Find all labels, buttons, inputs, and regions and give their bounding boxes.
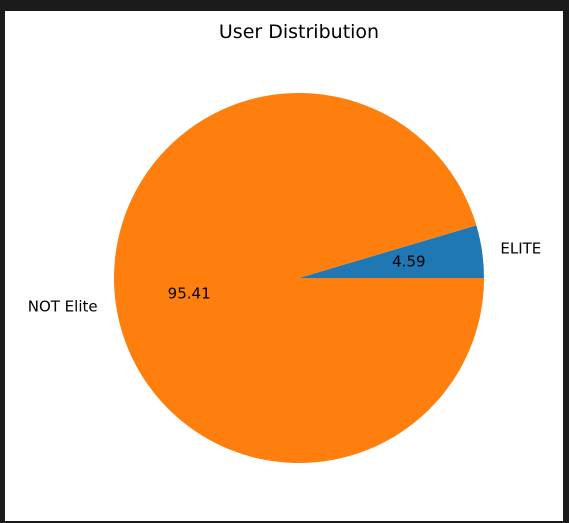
pie-labels: ELITE 4.59 NOT Elite 95.41: [28, 239, 542, 315]
slice-category-label: NOT Elite: [28, 298, 98, 316]
slice-value-label: 4.59: [392, 253, 425, 271]
chart-title: User Distribution: [219, 21, 379, 43]
pie-slice-elite: [299, 225, 484, 278]
slice-value-label: 95.41: [168, 284, 211, 302]
pie-slices: [114, 93, 485, 464]
slice-category-label: ELITE: [500, 239, 541, 257]
pie-slice-not-elite: [114, 93, 485, 464]
